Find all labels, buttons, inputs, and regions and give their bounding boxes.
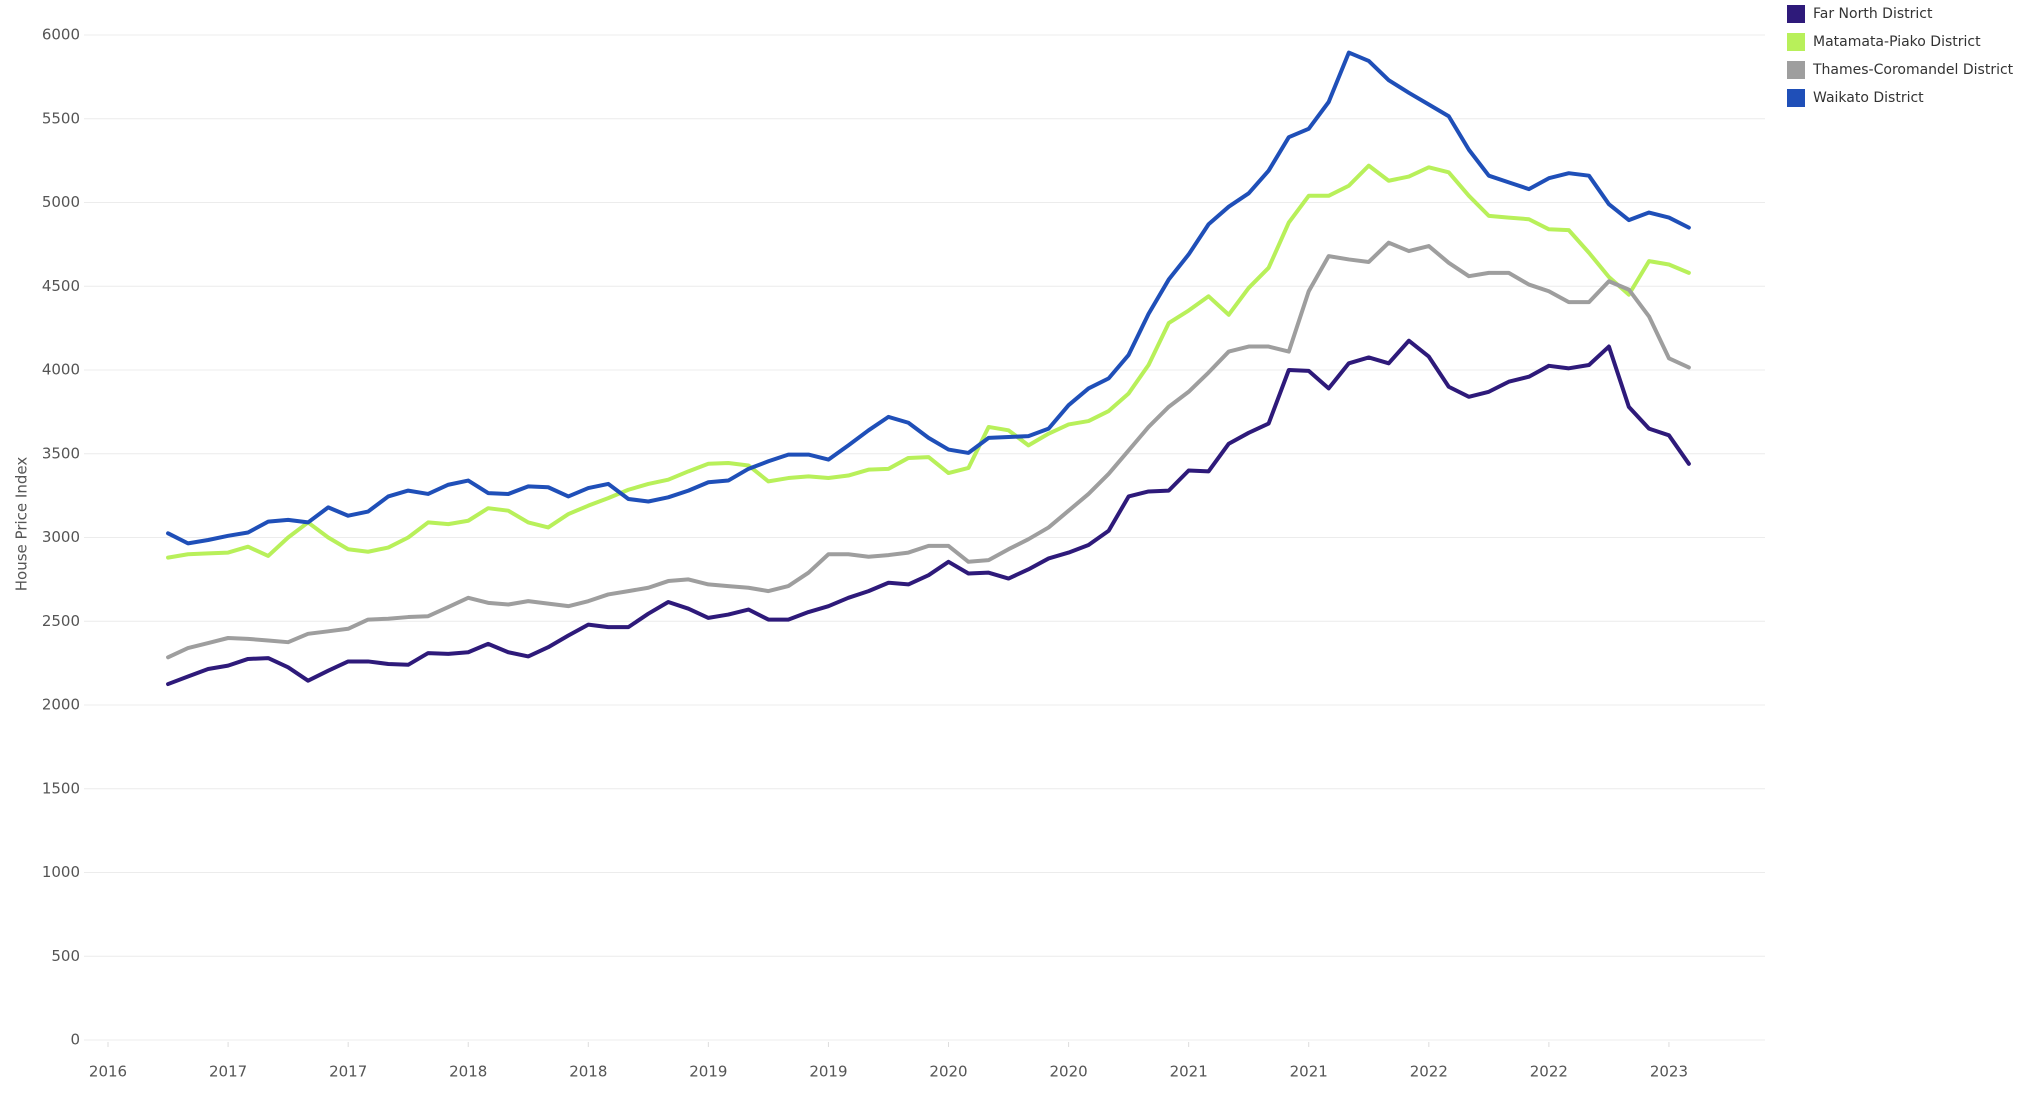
y-tick-label: 500	[51, 947, 80, 965]
series-line	[166, 240, 1691, 660]
y-tick-label: 5000	[42, 193, 80, 211]
y-tick-label: 4500	[42, 277, 80, 295]
x-tick-label: 2022	[1410, 1063, 1448, 1081]
series-line	[166, 338, 1691, 687]
y-tick-label: 0	[70, 1031, 80, 1049]
x-tick-label: 2022	[1530, 1063, 1568, 1081]
y-tick-label: 4000	[42, 361, 80, 379]
legend-label: Far North District	[1813, 6, 1933, 22]
x-tick-label: 2020	[1049, 1063, 1087, 1081]
series-line	[166, 50, 1691, 546]
x-tick-label: 2019	[809, 1063, 847, 1081]
x-tick-label: 2021	[1170, 1063, 1208, 1081]
legend-label: Waikato District	[1813, 90, 1924, 106]
y-axis-title: House Price Index	[13, 457, 31, 592]
x-tick-label: 2017	[329, 1063, 367, 1081]
legend-swatch	[1787, 61, 1805, 79]
x-tick-label: 2020	[929, 1063, 967, 1081]
x-tick-label: 2018	[449, 1063, 487, 1081]
y-tick-label: 3000	[42, 528, 80, 546]
y-tick-label: 2000	[42, 696, 80, 714]
x-tick-label: 2019	[689, 1063, 727, 1081]
y-tick-label: 1000	[42, 863, 80, 881]
series-line	[166, 163, 1691, 560]
x-tick-label: 2016	[89, 1063, 127, 1081]
legend-label: Matamata-Piako District	[1813, 34, 1981, 50]
y-tick-label: 6000	[42, 26, 80, 44]
legend-label: Thames-Coromandel District	[1812, 62, 2014, 78]
x-tick-label: 2021	[1290, 1063, 1328, 1081]
x-tick-label: 2018	[569, 1063, 607, 1081]
y-tick-label: 2500	[42, 612, 80, 630]
legend-swatch	[1787, 33, 1805, 51]
legend-swatch	[1787, 5, 1805, 23]
y-tick-label: 1500	[42, 779, 80, 797]
y-tick-label: 3500	[42, 444, 80, 462]
x-tick-label: 2017	[209, 1063, 247, 1081]
x-tick-label: 2023	[1650, 1063, 1688, 1081]
legend-swatch	[1787, 89, 1805, 107]
y-tick-label: 5500	[42, 109, 80, 127]
